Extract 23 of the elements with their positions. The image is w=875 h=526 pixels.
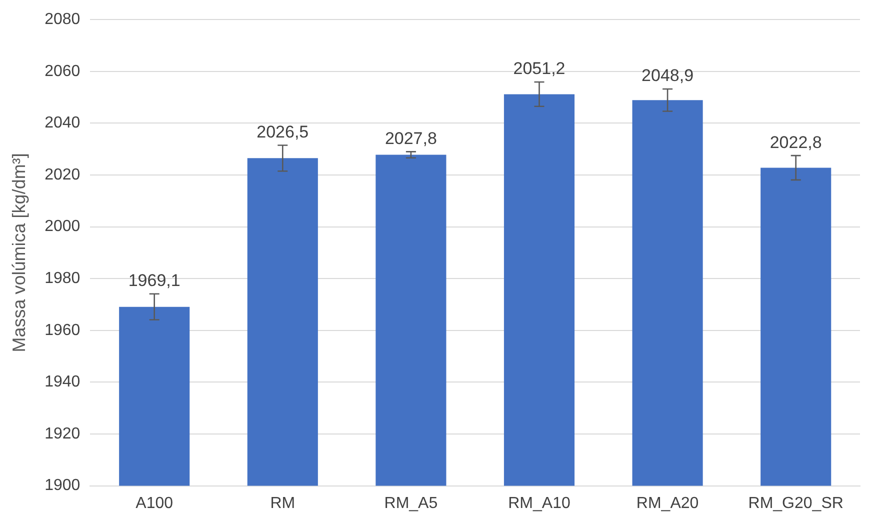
x-tick-label: RM — [270, 494, 296, 512]
y-tick-label: 2040 — [44, 114, 80, 132]
data-label: 2051,2 — [513, 59, 566, 78]
x-tick-label: A100 — [136, 494, 174, 512]
data-label: 2026,5 — [256, 122, 309, 142]
y-tick-label: 1980 — [44, 270, 80, 288]
data-label: 2048,9 — [642, 66, 694, 86]
x-tick-label: RM_A20 — [636, 494, 699, 512]
data-label: 2027,8 — [384, 128, 437, 148]
x-tick-label: RM_A10 — [508, 494, 570, 512]
data-label: 1969,1 — [128, 271, 180, 290]
y-tick-label: 1960 — [44, 322, 80, 339]
y-tick-label: 2020 — [44, 166, 80, 184]
y-tick-label: 1900 — [44, 477, 80, 494]
y-tick-label: 2000 — [44, 218, 80, 236]
y-tick-label: 2060 — [44, 62, 80, 80]
y-tick-label: 2080 — [44, 11, 80, 28]
y-tick-label: 1940 — [44, 374, 80, 391]
x-tick-label: RM_G20_SR — [748, 494, 844, 512]
x-tick-label: RM_A5 — [384, 494, 438, 512]
y-tick-label: 1920 — [44, 425, 80, 442]
data-label: 2022,8 — [770, 132, 822, 152]
y-axis-title: Massa volúmica [kg/dm³] — [8, 153, 29, 352]
